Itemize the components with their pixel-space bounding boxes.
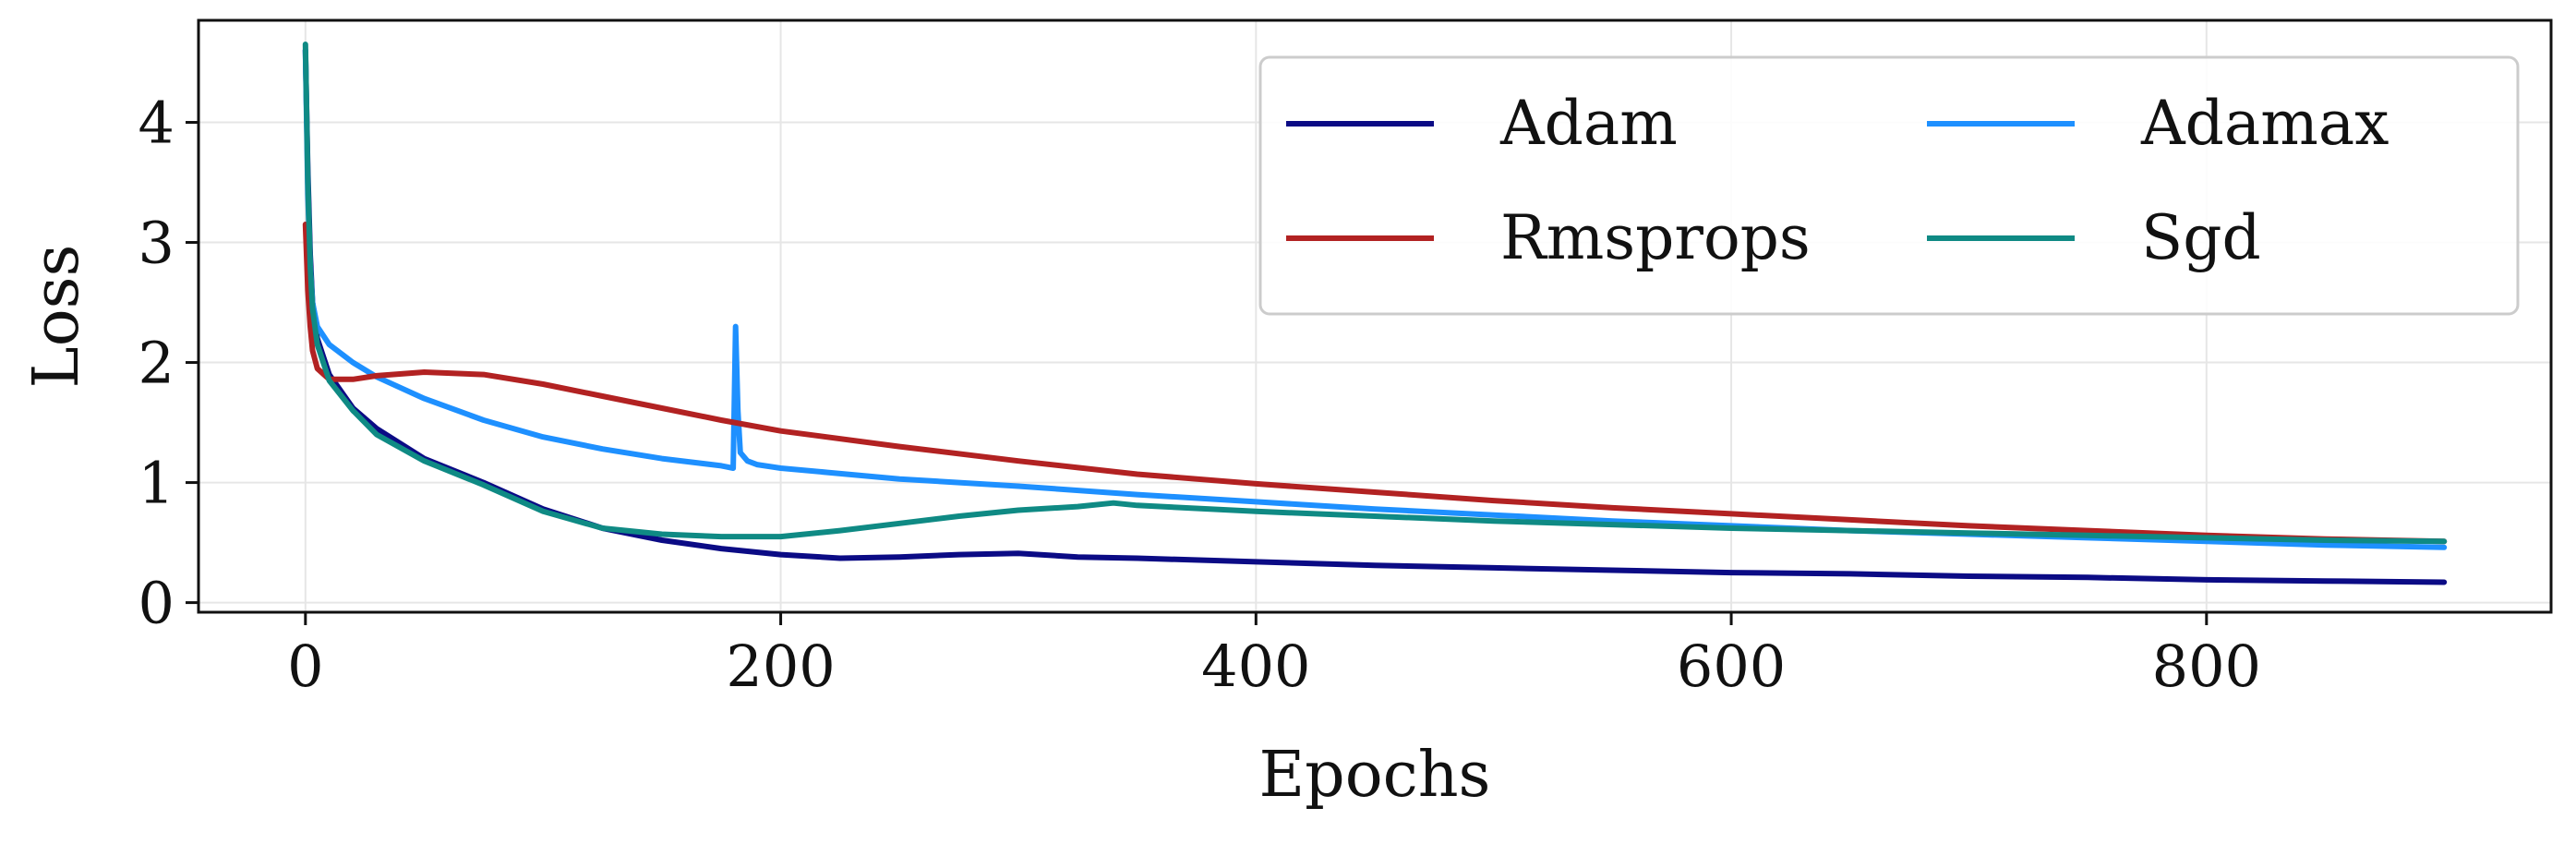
y-tick-label: 1 (138, 450, 175, 517)
x-tick-label: 400 (1201, 633, 1310, 700)
x-tick-label: 600 (1677, 633, 1786, 700)
legend-label-sgd: Sgd (2141, 202, 2261, 273)
legend: Adam Adamax Rmsprops Sgd (1258, 55, 2520, 316)
y-tick-label: 2 (138, 330, 175, 397)
plot-frame (197, 18, 2553, 614)
y-axis-label: Loss (20, 245, 93, 389)
legend-label-adamax: Adamax (2140, 88, 2389, 159)
axis-ticks: 0 200 400 600 800 0 1 2 3 4 (138, 90, 2261, 700)
x-tick-label: 0 (287, 633, 323, 700)
series-lines (302, 42, 2448, 585)
x-tick-label: 200 (726, 633, 835, 700)
y-tick-label: 3 (138, 210, 175, 277)
y-tick-label: 4 (138, 90, 175, 157)
legend-box (1258, 55, 2520, 316)
x-axis-label: Epochs (1259, 739, 1491, 812)
legend-label-adam: Adam (1499, 88, 1678, 159)
legend-label-rmsprops: Rmsprops (1500, 202, 1811, 273)
series-line-sgd (302, 42, 2448, 545)
x-tick-label: 800 (2152, 633, 2261, 700)
y-tick-label: 0 (138, 570, 175, 637)
